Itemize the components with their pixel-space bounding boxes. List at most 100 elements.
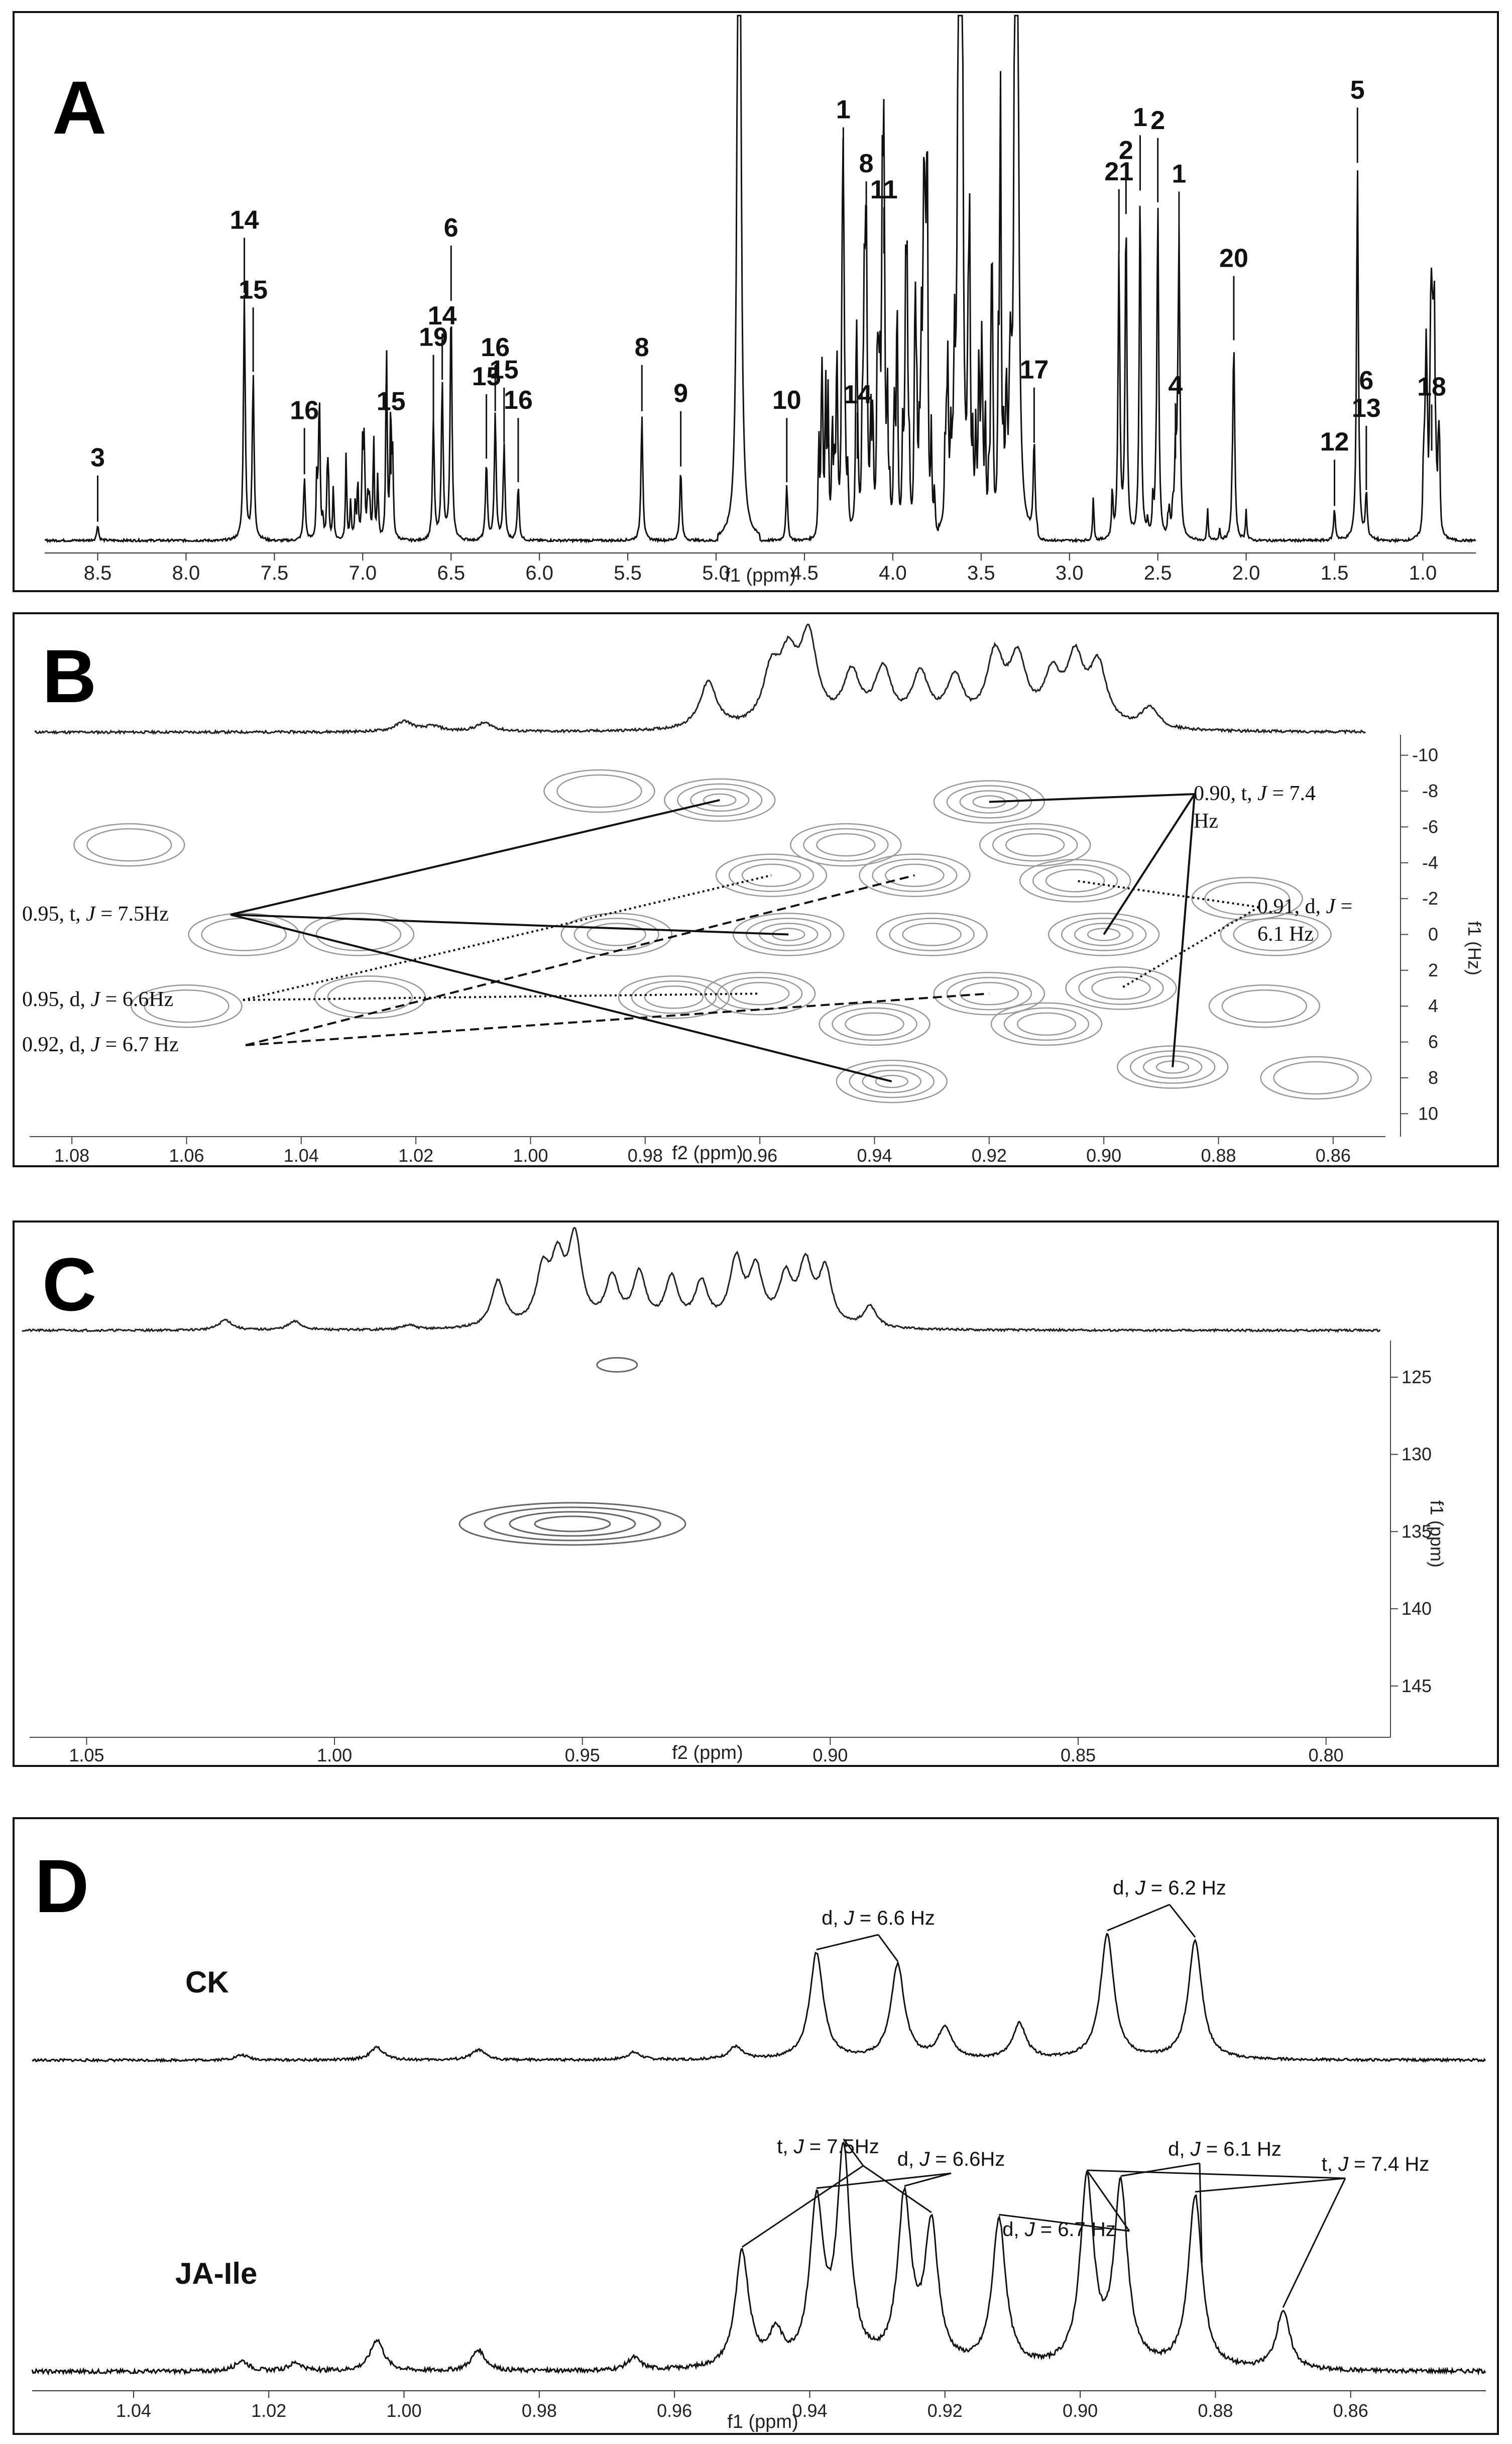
annotation-line	[1075, 879, 1259, 908]
peak-label: 15	[377, 387, 406, 416]
annotation-line	[843, 2138, 864, 2166]
annotation-line	[1199, 2163, 1203, 2263]
annotation-line	[245, 992, 989, 1046]
trace-label-ja-ile: JA-Ile	[175, 2257, 257, 2290]
y-tick-label: -4	[1422, 852, 1438, 873]
annotation-label-value: 6.1 Hz	[1257, 923, 1314, 946]
x-tick-label: 0.94	[857, 1145, 892, 1165]
contour-peak	[715, 853, 828, 897]
y-tick-label: -2	[1422, 888, 1438, 909]
x-axis-title: f2 (ppm)	[672, 1143, 743, 1164]
peak-assignment: 2	[1119, 136, 1133, 214]
x-tick-label: 6.0	[525, 562, 553, 584]
y-tick-label: 6	[1428, 1032, 1438, 1052]
y-tick-label: 140	[1402, 1598, 1432, 1619]
contour-peak	[73, 823, 185, 867]
x-tick-label: 0.86	[1316, 1145, 1351, 1165]
peak-label: 16	[504, 386, 533, 415]
y-tick-label: -6	[1422, 816, 1438, 837]
annotation-line	[1172, 794, 1196, 1067]
peak-label: 15	[239, 275, 268, 304]
cross-peak	[596, 1357, 638, 1373]
peak-label: 1	[836, 95, 851, 125]
x-tick-label: 6.5	[437, 562, 465, 584]
annotation-line	[243, 874, 772, 1001]
annotation-line	[999, 2213, 1130, 2232]
spectrum-trace	[44, 15, 1476, 544]
trace-label-ck: CK	[185, 1965, 229, 1999]
annotation-line	[243, 992, 760, 1001]
contour-peak	[1048, 913, 1160, 956]
peak-label: 2	[1150, 106, 1165, 135]
projection-trace	[34, 623, 1366, 735]
annotation-label: 0.95, t, J = 7.5Hz	[22, 903, 169, 926]
panel-a: A 8.5 8.0 7.5 7.0 6.5 6.0 5.5 5.0 4.5 4.0 3.5 3.0 2.…	[13, 11, 1499, 592]
peak-label: 14	[428, 301, 457, 330]
annotation-line	[245, 874, 915, 1046]
x-tick-label: 7.5	[261, 562, 289, 584]
peak-assignment: 5	[1350, 75, 1365, 163]
peak-assignment: 3	[90, 443, 105, 522]
x-tick-label: 8.5	[84, 562, 112, 584]
contour-peak	[1220, 913, 1332, 956]
peak-assignment: 21	[1104, 157, 1133, 254]
x-tick-label: 0.85	[1061, 1745, 1096, 1765]
x-tick-label: 2.5	[1144, 562, 1172, 584]
peak-label: 12	[1320, 427, 1349, 457]
x-tick-label: 1.05	[69, 1745, 104, 1765]
annotation-line	[1120, 2162, 1200, 2177]
x-tick-label: 2.0	[1232, 562, 1260, 584]
peak-label: 3	[90, 443, 105, 473]
peak-assignment: 16	[504, 386, 533, 483]
x-tick-label: 0.94	[792, 2400, 827, 2421]
multiplet-annotation: 0.90, t, J = 7.4 Hz	[989, 782, 1316, 1067]
cross-peak	[458, 1502, 686, 1546]
y-axis-title: f1 (ppm)	[1427, 1500, 1447, 1568]
contour-peak	[664, 778, 776, 822]
peak-assignment: 16	[481, 333, 510, 411]
peak-label: 19	[419, 323, 448, 352]
peak-label: 11	[870, 175, 898, 204]
y-tick-label: 2	[1428, 960, 1438, 980]
annotation-label: d, J = 6.6 Hz	[822, 1907, 935, 1929]
x-tick-label: 1.0	[1409, 562, 1437, 584]
x-tick-label: 1.00	[317, 1745, 352, 1765]
x-axis-title: f1 (ppm)	[727, 2411, 798, 2432]
peak-assignment: 15	[472, 362, 501, 459]
x-tick-label: 0.88	[1198, 2400, 1233, 2421]
peak-label: 15	[490, 356, 519, 385]
peak-assignment: 6	[444, 213, 458, 301]
contour-peak	[836, 1059, 948, 1103]
x-tick-label: 0.98	[628, 1145, 663, 1165]
annotation-label-unit: Hz	[1194, 810, 1218, 833]
peak-assignment: 1	[1172, 159, 1186, 238]
y-tick-label: 125	[1402, 1367, 1432, 1387]
x-tick-label: 1.02	[251, 2400, 286, 2421]
peak-label: 10	[772, 386, 801, 415]
x-tick-label: 0.92	[972, 1145, 1007, 1165]
peak-label: 4	[1168, 371, 1183, 400]
contour-peak	[979, 823, 1091, 867]
hsqc-2d-plot: C 1.05 1.00 0.95 0.90 0.85 0.80 125 130 135 140 14…	[22, 1227, 1447, 1765]
x-tick-label: 3.5	[967, 562, 995, 584]
peak-assignment: 9	[673, 379, 688, 467]
peak-label: 9	[673, 379, 688, 408]
annotation-line	[904, 2172, 952, 2187]
contour-peak	[1191, 876, 1303, 921]
contour-peak	[990, 1002, 1103, 1046]
peak-assignment: 8	[635, 333, 649, 411]
peak-label: 13	[1352, 394, 1381, 423]
annotation-line	[1195, 2177, 1346, 2193]
x-tick-label: 0.90	[1063, 2400, 1098, 2421]
peak-assignment: 11	[870, 175, 898, 254]
x-tick-label: 0.95	[565, 1745, 600, 1765]
peak-assignment: 10	[772, 386, 801, 483]
y-tick-label: 0	[1428, 924, 1438, 945]
ja-ile-trace	[31, 2141, 1486, 2376]
multiplet-annotation: t, J = 7.4 Hz	[1087, 2153, 1429, 2308]
y-tick-label: 135	[1402, 1521, 1432, 1541]
annotation-line	[1120, 906, 1260, 989]
annotation-label: 0.95, d, J = 6.6Hz	[22, 988, 173, 1011]
peak-assignment: 1	[836, 95, 851, 183]
projection-trace	[22, 1227, 1381, 1333]
